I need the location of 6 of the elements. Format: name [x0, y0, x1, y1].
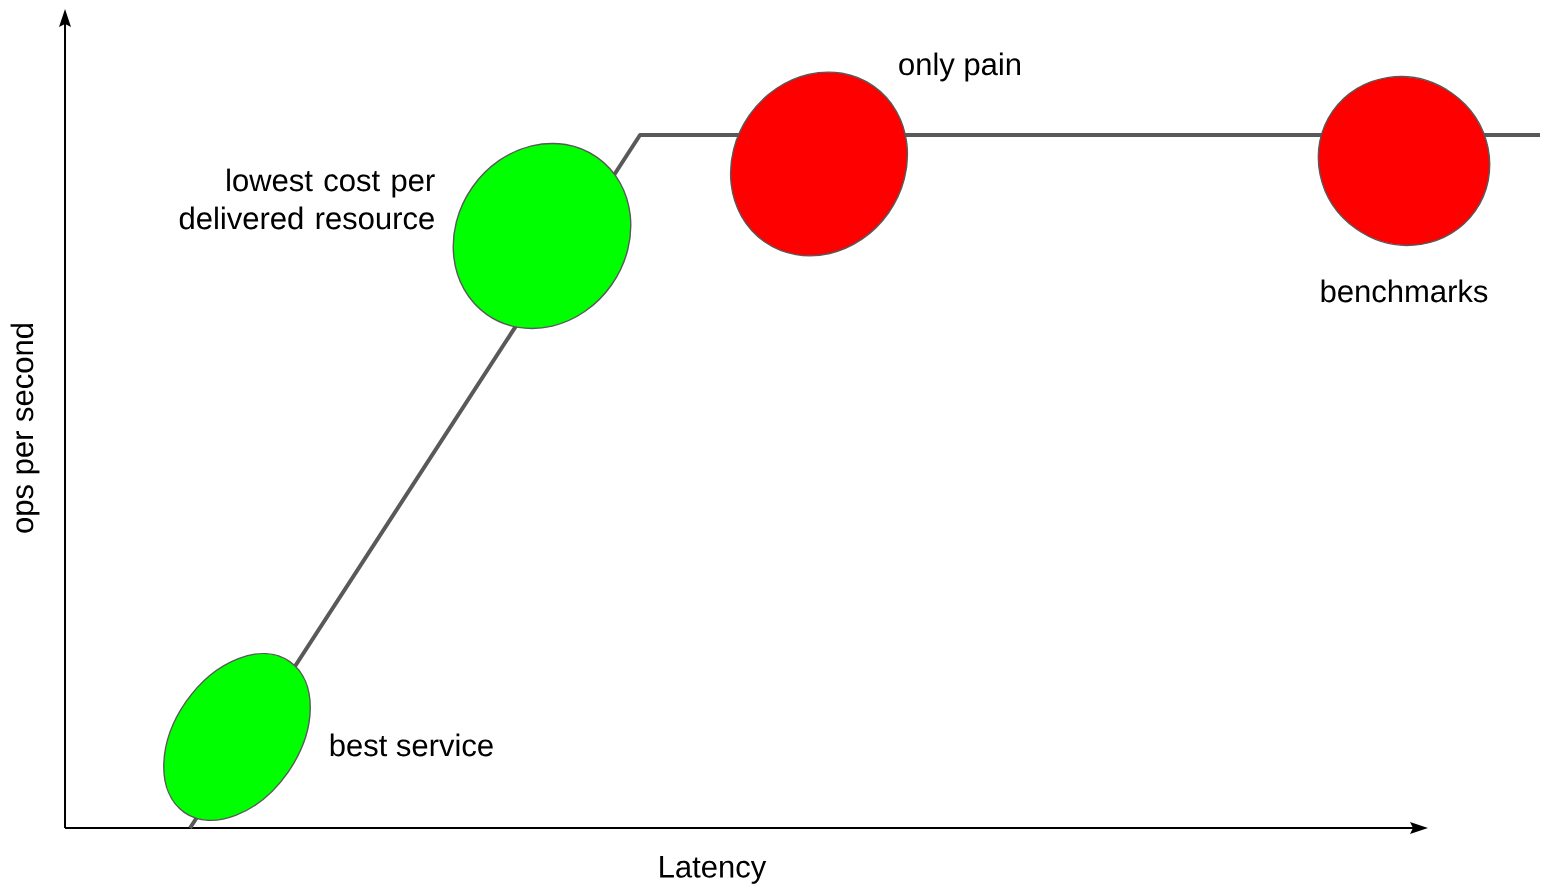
annotation: best service: [330, 733, 493, 757]
y-axis-title: ops per second: [10, 324, 40, 533]
annotation: benchmarks: [1321, 279, 1488, 303]
x-axis-title: Latency: [660, 856, 767, 884]
text: only pain: [899, 52, 1020, 82]
annotation: lowest cost per delivered resource: [179, 168, 435, 230]
